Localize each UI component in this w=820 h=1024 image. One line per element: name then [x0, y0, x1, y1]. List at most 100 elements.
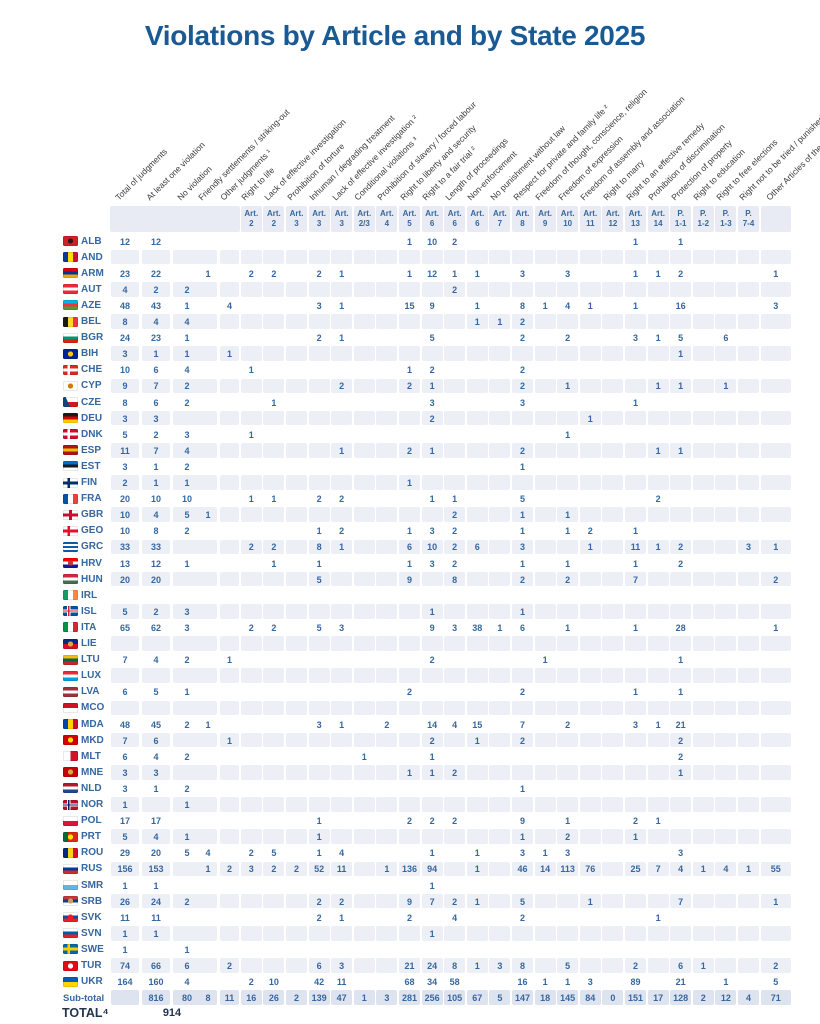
country-row: GEO 10 8 2 1 2 1 3 2 1 1 2 1	[0, 523, 820, 539]
cell-background	[421, 249, 443, 265]
cell-background	[198, 764, 218, 780]
cell-background	[512, 764, 533, 780]
value-cell: 1	[723, 977, 729, 988]
cell-background	[715, 314, 737, 329]
value-cell: 1	[474, 896, 480, 907]
cell-background	[219, 700, 240, 716]
cell-background	[670, 829, 692, 845]
value-cell: 2	[184, 783, 190, 794]
cell-background	[647, 281, 669, 297]
country-flag-icon	[63, 976, 78, 987]
cell-background	[579, 507, 601, 523]
column-article-label: Art. 6	[421, 206, 443, 232]
country-row: AZE 48 43 1 4 3 1 15 9 1 8 1 4 1 1 16 3	[0, 297, 820, 313]
cell-background	[172, 700, 202, 716]
value-cell: 1	[678, 767, 684, 778]
cell-background	[308, 925, 330, 941]
value-cell: 7	[632, 574, 638, 585]
country-row: CYP 9 7 2 2 2 1 2 1 1 1 1	[0, 378, 820, 394]
cell-background	[557, 249, 579, 265]
value-cell: 1	[184, 558, 190, 569]
cell-background	[534, 764, 556, 780]
country-flag-icon	[63, 686, 78, 697]
cell-background	[141, 829, 171, 845]
cell-background	[421, 764, 443, 780]
value-cell: 21	[675, 977, 686, 988]
cell-background	[534, 990, 556, 1006]
cell-background	[512, 475, 533, 490]
value-cell: 58	[449, 977, 460, 988]
value-cell: 1	[248, 365, 254, 376]
value-cell: 1	[678, 381, 684, 392]
cell-background	[353, 475, 375, 490]
value-cell: 5	[122, 429, 128, 440]
value-cell: 5	[678, 333, 684, 344]
cell-background	[602, 829, 624, 845]
cell-background	[466, 700, 488, 716]
value-cell: 14	[427, 719, 438, 730]
value-cell: 2	[519, 445, 525, 456]
cell-background	[489, 990, 511, 1006]
column-article-label: Art. 3	[331, 206, 353, 232]
cell-background	[512, 893, 533, 909]
cell-background	[353, 410, 375, 426]
cell-background	[670, 732, 692, 748]
cell-background	[421, 281, 443, 297]
value-cell: 66	[150, 961, 161, 971]
cell-background	[141, 507, 171, 523]
country-flag-icon	[63, 413, 78, 424]
country-code: FIN	[81, 477, 98, 488]
value-cell: 1	[474, 735, 480, 746]
cell-background	[602, 668, 624, 684]
cell-background	[738, 829, 759, 845]
cell-background	[692, 732, 714, 748]
value-cell: 3	[384, 993, 390, 1004]
cell-background	[602, 571, 624, 587]
cell-background	[376, 378, 398, 394]
cell-background	[331, 990, 353, 1006]
cell-background	[376, 539, 398, 555]
cell-background	[331, 442, 353, 458]
value-cell: 9	[122, 381, 128, 392]
value-cell: 1	[632, 236, 638, 247]
value-cell: 6	[519, 622, 525, 633]
value-cell: 2	[678, 558, 684, 569]
cell-background	[286, 668, 307, 684]
cell-background	[399, 829, 420, 845]
cell-background	[579, 958, 601, 973]
value-cell: 2	[271, 542, 277, 553]
cell-background	[557, 861, 579, 877]
country-code: TUR	[81, 960, 102, 971]
value-cell: 1	[565, 510, 571, 521]
country-flag-icon	[63, 252, 78, 263]
cell-background	[738, 958, 759, 973]
cell-background	[444, 700, 466, 716]
cell-background	[557, 442, 579, 458]
cell-background	[141, 314, 171, 329]
country-code: ISL	[81, 605, 97, 617]
cell-background	[376, 958, 398, 973]
cell-background	[399, 958, 420, 973]
cell-background	[240, 732, 262, 748]
cell-background	[219, 636, 240, 651]
cell-background	[738, 893, 759, 909]
value-cell: 1	[452, 494, 458, 505]
cell-background	[110, 636, 140, 651]
cell-background	[760, 829, 791, 845]
cell-background	[760, 958, 791, 973]
country-row: FIN 2 1 1 1	[0, 475, 820, 491]
cell-background	[625, 571, 646, 587]
cell-background	[308, 764, 330, 780]
value-cell: 12	[150, 236, 161, 247]
cell-background	[141, 636, 171, 651]
country-flag-icon	[63, 574, 78, 585]
value-cell: 24	[427, 961, 438, 971]
cell-background	[625, 668, 646, 684]
cell-background	[110, 442, 140, 458]
country-flag-icon	[63, 558, 78, 568]
value-cell: 4	[153, 317, 159, 327]
cell-background	[579, 829, 601, 845]
cell-background	[219, 925, 240, 941]
cell-background	[331, 636, 353, 651]
cell-background	[715, 893, 737, 909]
